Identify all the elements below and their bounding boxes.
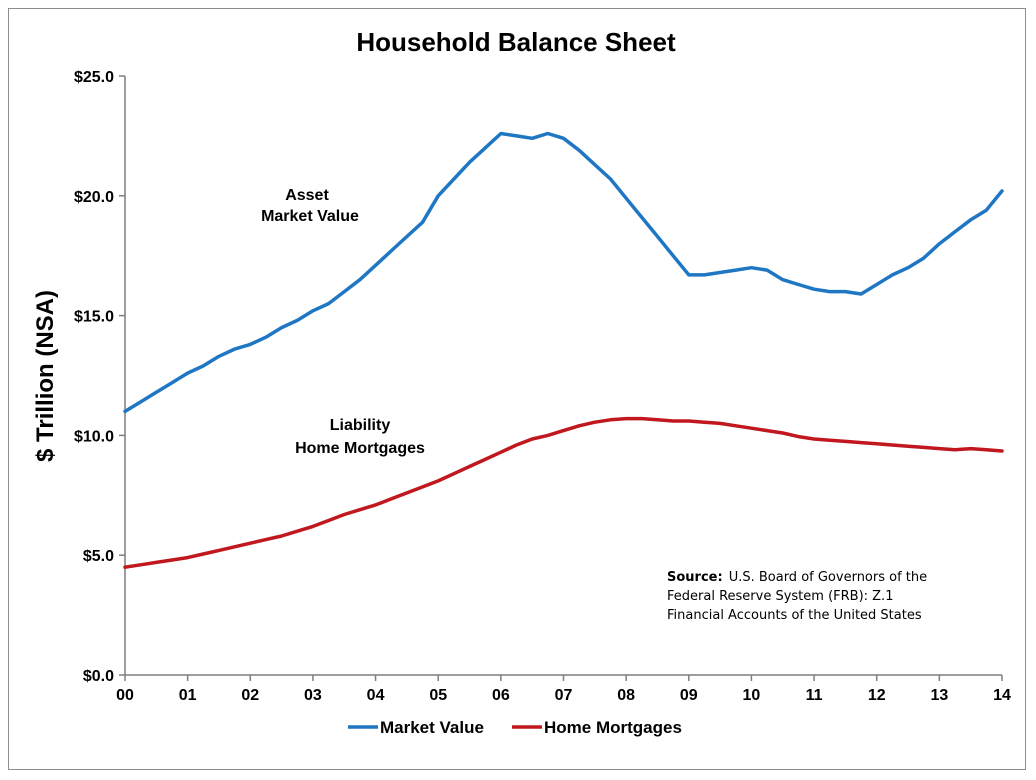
x-tick-label: 02: [241, 687, 259, 704]
y-tick-label: $15.0: [74, 309, 114, 326]
source-note-line1: Source: U.S. Board of Governors of the: [667, 570, 927, 585]
x-tick-label: 09: [680, 687, 698, 704]
liability-annotation-line1: Liability: [330, 417, 391, 434]
market-value-line: [123, 131, 1004, 414]
home-mortgages-line: [123, 416, 1004, 569]
x-tick-label: 14: [993, 687, 1011, 704]
x-tick-label: 04: [367, 687, 385, 704]
source-label: Source:: [667, 570, 723, 585]
y-axis-ticks: $0.0 $5.0 $10.0 $15.0 $20.0 $25.0: [74, 69, 125, 685]
y-tick-label: $20.0: [74, 189, 114, 206]
chart-title: Household Balance Sheet: [356, 27, 676, 57]
series-lines: [123, 131, 1004, 569]
source-text-1: U.S. Board of Governors of the: [729, 570, 927, 585]
source-note-line2: Federal Reserve System (FRB): Z.1: [667, 589, 893, 604]
x-tick-label: 06: [492, 687, 510, 704]
asset-annotation-line2: Market Value: [261, 208, 359, 225]
x-axis-ticks: 00 01 02 03 04 05 06 07 08 09 10 11 12 13 14: [116, 675, 1011, 704]
x-tick-label: 08: [617, 687, 635, 704]
x-tick-label: 13: [930, 687, 948, 704]
source-note-line3: Financial Accounts of the United States: [667, 608, 922, 623]
y-tick-label: $5.0: [83, 548, 114, 565]
x-tick-label: 00: [116, 687, 134, 704]
y-axis-label: $ Trillion (NSA): [32, 290, 59, 462]
legend: Market Value Home Mortgages: [348, 718, 682, 737]
x-tick-label: 03: [304, 687, 322, 704]
liability-annotation-line2: Home Mortgages: [295, 440, 425, 457]
y-tick-label: $10.0: [74, 428, 114, 445]
legend-label-home-mortgages: Home Mortgages: [544, 718, 682, 737]
y-tick-label: $0.0: [83, 668, 114, 685]
x-tick-label: 07: [555, 687, 573, 704]
legend-label-market-value: Market Value: [380, 718, 484, 737]
x-tick-label: 01: [179, 687, 197, 704]
asset-annotation-line1: Asset: [285, 187, 329, 204]
x-tick-label: 11: [806, 687, 823, 704]
x-tick-label: 12: [868, 687, 886, 704]
y-tick-label: $25.0: [74, 69, 114, 86]
x-tick-label: 10: [743, 687, 761, 704]
x-tick-label: 05: [429, 687, 447, 704]
